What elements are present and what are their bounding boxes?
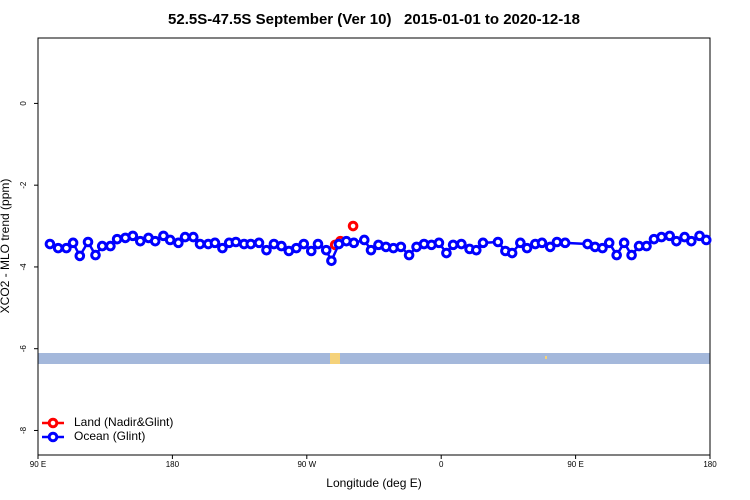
data-point xyxy=(134,235,146,247)
data-point xyxy=(433,237,445,249)
data-point xyxy=(127,230,139,242)
data-point xyxy=(245,238,257,250)
x-tick-label: 180 xyxy=(703,460,717,469)
data-point xyxy=(348,237,360,249)
legend-label: Ocean (Glint) xyxy=(74,429,145,443)
y-tick-label: -4 xyxy=(19,263,28,271)
data-point xyxy=(700,234,712,246)
data-point xyxy=(492,236,504,248)
data-point xyxy=(320,244,332,256)
data-point xyxy=(477,237,489,249)
data-point xyxy=(164,234,176,246)
data-point xyxy=(298,238,310,250)
y-tick-label: -8 xyxy=(19,426,28,434)
data-point xyxy=(470,244,482,256)
data-point xyxy=(506,247,518,259)
data-point xyxy=(305,245,317,257)
data-point xyxy=(656,231,667,243)
data-point xyxy=(179,231,191,243)
data-point xyxy=(52,242,64,254)
data-point xyxy=(312,238,324,250)
data-point xyxy=(291,242,302,254)
data-point xyxy=(326,255,337,267)
data-point xyxy=(403,249,415,261)
data-point xyxy=(559,237,571,249)
data-point xyxy=(173,237,184,249)
data-point xyxy=(441,247,452,259)
x-tick-label: 180 xyxy=(166,460,180,469)
y-tick-label: -6 xyxy=(19,345,28,353)
data-point xyxy=(395,241,407,253)
data-point xyxy=(96,240,108,252)
data-point xyxy=(365,244,377,256)
x-axis-label: Longitude (deg E) xyxy=(326,476,421,490)
x-tick-label: 90 E xyxy=(30,460,46,469)
x-tick-label: 90 W xyxy=(297,460,316,469)
data-point xyxy=(74,250,86,262)
x-tick-label: 90 E xyxy=(567,460,583,469)
data-point xyxy=(90,249,101,261)
data-point xyxy=(188,231,199,243)
data-point xyxy=(447,239,459,251)
data-point xyxy=(686,235,697,247)
data-point xyxy=(67,237,79,249)
data-point xyxy=(456,238,467,250)
data-point xyxy=(521,242,533,254)
data-point xyxy=(358,234,370,246)
data-point xyxy=(61,242,72,254)
data-point xyxy=(217,242,228,254)
chart-title: 52.5S-47.5S September (Ver 10) 2015-01-0… xyxy=(168,11,580,28)
data-point xyxy=(111,233,123,245)
data-point xyxy=(261,244,272,256)
data-point xyxy=(209,237,221,249)
data-point xyxy=(603,237,615,249)
y-tick-label: 0 xyxy=(19,101,28,106)
data-point xyxy=(194,238,206,250)
data-point xyxy=(515,237,526,249)
y-axis-label: XCO2 - MLO trend (ppm) xyxy=(0,179,12,314)
data-point xyxy=(597,242,608,254)
data-point xyxy=(611,249,622,261)
data-point xyxy=(641,240,652,252)
data-point xyxy=(149,235,161,247)
y-tick-label: -2 xyxy=(19,181,28,189)
data-point xyxy=(347,220,359,232)
data-point xyxy=(82,236,94,248)
data-point xyxy=(618,237,630,249)
data-point xyxy=(544,241,556,253)
land-patch xyxy=(545,356,547,359)
data-point xyxy=(536,237,548,249)
data-point xyxy=(626,249,637,261)
data-point xyxy=(253,237,265,249)
map-strip xyxy=(38,353,710,364)
x-tick-label: 0 xyxy=(439,460,444,469)
legend-label: Land (Nadir&Glint) xyxy=(74,415,173,429)
plot-frame xyxy=(37,37,711,456)
data-point xyxy=(105,240,116,252)
data-point xyxy=(276,240,287,252)
land-patch xyxy=(330,353,340,364)
data-point xyxy=(44,238,56,250)
data-point xyxy=(230,236,242,248)
data-point xyxy=(671,235,682,247)
data-point xyxy=(551,236,563,248)
legend-marker xyxy=(47,431,59,443)
legend-marker xyxy=(47,417,59,429)
data-point xyxy=(664,230,675,242)
